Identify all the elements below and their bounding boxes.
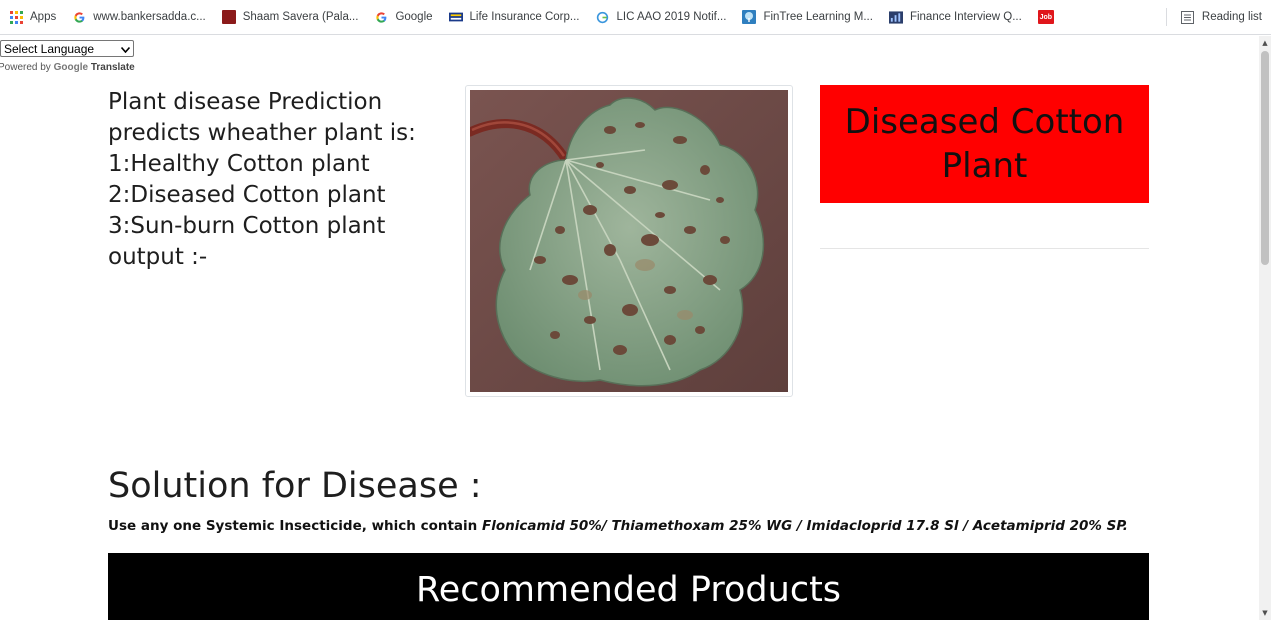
recommended-products-title: Recommended Products: [415, 570, 842, 610]
google-logo: Google: [53, 62, 89, 73]
intro-line: 1:Healthy Cotton plant: [108, 151, 370, 177]
site-favicon-icon: [221, 10, 236, 24]
reading-list-icon: [1181, 10, 1195, 24]
intro-line: output :-: [108, 244, 208, 270]
bookmark-label: Finance Interview Q...: [909, 11, 1022, 23]
google-g-icon: [72, 10, 86, 24]
tree-icon: [742, 10, 757, 24]
bookmark-google[interactable]: Google: [368, 4, 438, 30]
prediction-result: Diseased Cotton Plant: [820, 85, 1149, 203]
intro-line: predicts wheather plant is:: [108, 120, 416, 146]
bookmark-job[interactable]: Job: [1032, 4, 1067, 30]
intro-line: 2:Diseased Cotton plant: [108, 182, 386, 208]
chevron-down-icon: [120, 42, 131, 56]
solution-title: Solution for Disease :: [108, 466, 482, 506]
job-badge-icon: Job: [1037, 10, 1054, 24]
solution-chemicals: Flonicamid 50%/ Thiamethoxam 25% WG / Im…: [481, 518, 1128, 534]
translate-link[interactable]: Translate: [90, 62, 135, 73]
intro-line: 3:Sun-burn Cotton plant: [108, 213, 386, 239]
prediction-result-text: Diseased Cotton Plant: [844, 102, 1125, 186]
bookmark-shaam-savera[interactable]: Shaam Savera (Pala...: [216, 4, 365, 30]
uploaded-leaf-image: [465, 85, 793, 397]
intro-line: Plant disease Prediction: [108, 89, 383, 115]
solution-text-prefix: Use any one Systemic Insecticide, which …: [108, 518, 482, 534]
google-g-icon: [374, 10, 388, 24]
powered-by-label: Powered by: [0, 62, 51, 73]
bookmark-label: LIC AAO 2019 Notif...: [616, 11, 727, 23]
powered-by-google: Powered by Google Translate: [0, 62, 135, 73]
bookmarks-divider: [1165, 8, 1167, 26]
bookmark-lic[interactable]: Life Insurance Corp...: [443, 4, 586, 30]
apps-grid-icon: [9, 10, 23, 24]
reading-list-button[interactable]: Reading list: [1175, 4, 1268, 30]
bookmark-label: FinTree Learning M...: [763, 11, 873, 23]
bookmark-label: Life Insurance Corp...: [469, 11, 580, 23]
bookmark-label: Apps: [30, 11, 57, 23]
language-select[interactable]: Select Language: [0, 40, 134, 57]
diseased-cotton-leaf-photo: [470, 90, 788, 392]
scroll-down-arrow-icon[interactable]: ▼: [1262, 609, 1268, 617]
bookmark-lic-aao[interactable]: LIC AAO 2019 Notif...: [589, 4, 732, 30]
bookmark-apps[interactable]: Apps: [0, 4, 62, 30]
bookmarks-bar: Apps www.bankersadda.c... Shaam Savera (…: [0, 0, 1271, 35]
scroll-up-arrow-icon[interactable]: ▲: [1262, 39, 1268, 47]
site-favicon-icon: [888, 10, 903, 24]
recommended-products-banner: Recommended Products: [108, 553, 1149, 620]
bookmark-finance-interview[interactable]: Finance Interview Q...: [883, 4, 1028, 30]
google-translate-widget: Select Language Powered by Google Transl…: [0, 40, 135, 73]
scrollbar-thumb[interactable]: [1261, 51, 1269, 265]
lic-logo-icon: [448, 10, 463, 24]
language-select-value: Select Language: [4, 41, 95, 56]
bookmark-label: Shaam Savera (Pala...: [242, 11, 359, 23]
result-divider: [820, 248, 1149, 249]
bookmark-label: www.bankersadda.c...: [93, 11, 206, 23]
intro-text: Plant disease Prediction predicts wheath…: [108, 87, 448, 273]
solution-text: Use any one Systemic Insecticide, which …: [108, 518, 1128, 534]
bookmark-fintree[interactable]: FinTree Learning M...: [736, 4, 879, 30]
edge-icon: [595, 10, 609, 24]
bookmark-bankersadda[interactable]: www.bankersadda.c...: [66, 4, 212, 30]
reading-list-label: Reading list: [1201, 11, 1262, 23]
bookmark-label: Google: [395, 11, 433, 23]
